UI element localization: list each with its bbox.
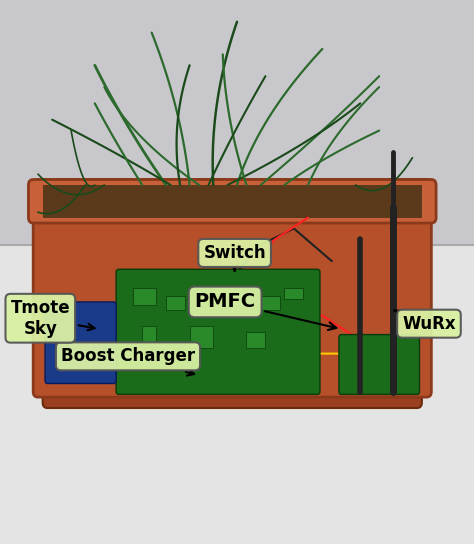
Text: Boost Charger: Boost Charger bbox=[61, 347, 195, 375]
FancyBboxPatch shape bbox=[43, 370, 422, 408]
FancyBboxPatch shape bbox=[142, 326, 156, 343]
FancyBboxPatch shape bbox=[45, 302, 116, 384]
FancyBboxPatch shape bbox=[190, 326, 213, 348]
FancyBboxPatch shape bbox=[213, 286, 242, 305]
FancyBboxPatch shape bbox=[116, 269, 320, 394]
FancyBboxPatch shape bbox=[166, 296, 185, 310]
FancyBboxPatch shape bbox=[0, 0, 474, 272]
FancyBboxPatch shape bbox=[284, 288, 303, 299]
FancyBboxPatch shape bbox=[0, 245, 474, 544]
FancyBboxPatch shape bbox=[246, 332, 265, 348]
Text: Switch: Switch bbox=[203, 244, 266, 271]
Text: PMFC: PMFC bbox=[195, 293, 337, 330]
FancyBboxPatch shape bbox=[43, 185, 422, 218]
FancyBboxPatch shape bbox=[261, 296, 280, 310]
FancyBboxPatch shape bbox=[339, 335, 419, 394]
FancyBboxPatch shape bbox=[28, 180, 436, 223]
Text: Tmote
Sky: Tmote Sky bbox=[10, 299, 94, 338]
FancyBboxPatch shape bbox=[133, 288, 156, 305]
FancyBboxPatch shape bbox=[33, 180, 431, 397]
Text: WuRx: WuRx bbox=[394, 310, 456, 333]
